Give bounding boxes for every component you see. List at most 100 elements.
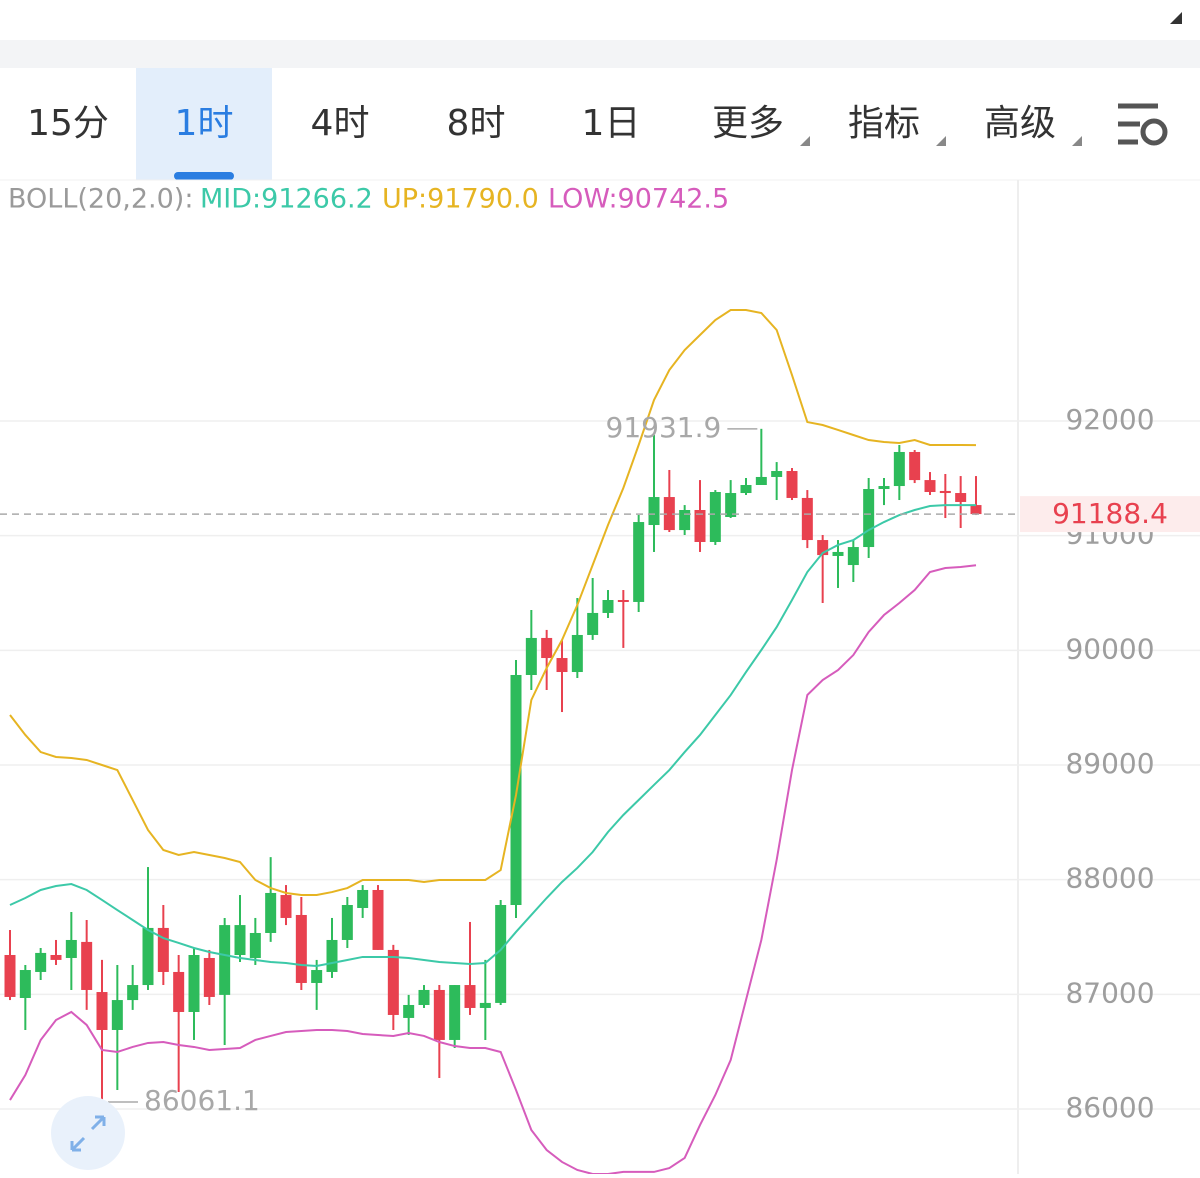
candle-body	[679, 509, 691, 531]
candle-body	[173, 971, 185, 1012]
candle-body	[541, 637, 553, 659]
candle-body	[142, 927, 154, 986]
candle-body	[387, 949, 399, 1015]
tab[interactable]: 高级	[984, 103, 1056, 144]
expand-button[interactable]	[51, 1096, 125, 1170]
candle-body	[571, 634, 583, 673]
candle-body	[955, 493, 967, 502]
candle-body	[265, 892, 277, 933]
candle-body	[878, 486, 890, 490]
price-box	[1020, 496, 1200, 533]
candle-body	[709, 491, 721, 542]
candle-body	[249, 932, 261, 958]
divider-strip	[0, 40, 1200, 68]
candle-body	[633, 522, 645, 602]
status-bar	[0, 0, 1200, 40]
candle-body	[740, 484, 752, 494]
candle-body	[157, 927, 169, 972]
signal-icon	[1170, 12, 1182, 24]
settings-icon[interactable]	[1118, 103, 1168, 146]
candle-body	[648, 497, 660, 526]
candle-body	[755, 476, 767, 485]
candle-body	[556, 658, 568, 673]
candle-body	[801, 497, 813, 541]
candle-body	[786, 471, 798, 498]
legend-entry: LOW:90742.5	[548, 184, 729, 215]
dropdown-caret	[936, 136, 946, 146]
candle-body	[464, 985, 476, 1008]
y-tick-label: 87000	[1065, 976, 1154, 1009]
candle-body	[847, 547, 859, 566]
candle-body	[817, 540, 829, 556]
candle-body	[433, 989, 445, 1040]
candle-body	[326, 939, 338, 972]
y-tick-label: 90000	[1065, 632, 1154, 665]
expand-icon	[70, 1115, 106, 1152]
boll-line	[9, 504, 977, 968]
tab-bar: 15分 1时 4时 8时 1日 更多 指标 高级	[27, 68, 1082, 180]
candle-body	[863, 489, 875, 548]
overlay: 8600087000880008900090000910009200091931…	[0, 403, 1200, 1124]
candle-body	[35, 952, 47, 972]
candle-body	[203, 957, 215, 997]
candle-body	[725, 493, 737, 517]
candle-body	[403, 1004, 415, 1018]
candle-body	[96, 992, 108, 1030]
boll-line	[9, 564, 977, 1174]
plot	[4, 309, 982, 1174]
y-tick-label: 86000	[1065, 1091, 1154, 1124]
tab[interactable]: 1时	[175, 103, 234, 144]
candle-body	[341, 905, 353, 940]
candle-body	[19, 970, 31, 998]
candle-body	[188, 954, 200, 1012]
candle-body	[602, 600, 614, 613]
candle-body	[893, 451, 905, 487]
candle-body	[617, 600, 629, 603]
legend-entry: MID:91266.2	[200, 184, 373, 215]
y-tick-label: 92000	[1065, 403, 1154, 436]
candle-body	[234, 925, 246, 955]
candle-body	[372, 889, 384, 950]
candle-body	[479, 1002, 491, 1008]
tab-selected-bg	[136, 68, 272, 180]
tab[interactable]: 1日	[582, 103, 641, 144]
candle-body	[694, 509, 706, 542]
boll-line	[9, 309, 977, 897]
candle-body	[295, 914, 307, 983]
dropdown-caret	[800, 136, 810, 146]
dropdown-caret	[1072, 136, 1082, 146]
candle-body	[357, 889, 369, 908]
indicator-label: BOLL(20,2.0):	[8, 184, 193, 215]
candle-body	[418, 989, 430, 1005]
candle-body	[525, 637, 537, 675]
candle-body	[771, 471, 783, 477]
tab[interactable]: 15分	[27, 103, 109, 144]
candle-body	[50, 954, 62, 960]
candle-body	[280, 895, 292, 918]
legend-entry: UP:91790.0	[382, 184, 539, 215]
candle-body	[587, 612, 599, 635]
candle-body	[65, 939, 77, 958]
tab[interactable]: 更多	[712, 103, 784, 144]
candle-body	[909, 451, 921, 481]
candle-body	[924, 480, 936, 492]
legend: BOLL(20,2.0): MID:91266.2 UP:91790.0 LOW:90…	[8, 184, 729, 215]
tab[interactable]: 4时	[311, 103, 370, 144]
tab[interactable]: 8时	[447, 103, 506, 144]
candle-body	[939, 490, 951, 494]
candle-body	[111, 1000, 123, 1030]
candle-body	[127, 985, 139, 1001]
candle-body	[495, 905, 507, 1003]
min-label: 86061.1	[144, 1084, 260, 1117]
candle-body	[663, 497, 675, 531]
candle-body	[219, 925, 231, 995]
y-tick-label: 88000	[1065, 862, 1154, 895]
candle-body	[81, 941, 93, 990]
tab[interactable]: 指标	[848, 103, 920, 144]
tab-indicator	[174, 172, 234, 180]
candle-body	[970, 505, 982, 515]
candle-body	[449, 985, 461, 1040]
candle-body	[832, 551, 844, 556]
candle-body	[311, 970, 323, 983]
y-tick-label: 89000	[1065, 747, 1154, 780]
